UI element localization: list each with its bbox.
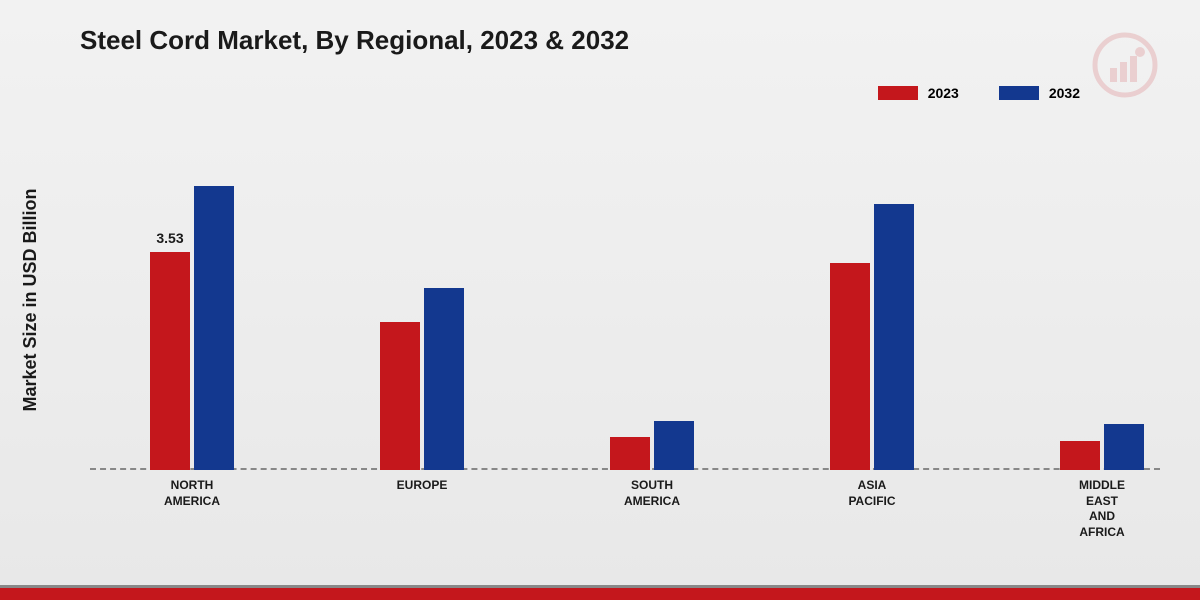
bar-2032: [654, 421, 694, 470]
bar-group: [610, 421, 694, 470]
legend-item-2032: 2032: [999, 85, 1080, 101]
bar-2032: [1104, 424, 1144, 470]
x-tick-label: EUROPE: [397, 478, 448, 494]
bar-2032: [194, 186, 234, 470]
plot-area: 3.53: [90, 130, 1160, 470]
legend-swatch-2032: [999, 86, 1039, 100]
x-tick-label: SOUTHAMERICA: [624, 478, 680, 509]
watermark-logo: [1090, 30, 1160, 100]
x-tick-label: ASIAPACIFIC: [848, 478, 895, 509]
bar-group: [1060, 424, 1144, 470]
bar-group: [380, 288, 464, 470]
bar-2032: [424, 288, 464, 470]
bar-2023: [610, 437, 650, 470]
footer-bar: [0, 588, 1200, 600]
bar-group: [830, 204, 914, 470]
bar-2023: 3.53: [150, 252, 190, 470]
x-tick-label: NORTHAMERICA: [164, 478, 220, 509]
legend-label-2023: 2023: [928, 85, 959, 101]
x-axis-labels: NORTHAMERICA EUROPE SOUTHAMERICA ASIAPACIFI…: [90, 478, 1160, 558]
legend-label-2032: 2032: [1049, 85, 1080, 101]
y-axis-label: Market Size in USD Billion: [20, 188, 41, 411]
bar-2032: [874, 204, 914, 470]
chart-title: Steel Cord Market, By Regional, 2023 & 2…: [80, 25, 629, 56]
bar-2023: [380, 322, 420, 470]
legend: 2023 2032: [878, 85, 1080, 101]
bar-value-label: 3.53: [156, 230, 183, 246]
legend-swatch-2023: [878, 86, 918, 100]
legend-item-2023: 2023: [878, 85, 959, 101]
bar-2023: [830, 263, 870, 470]
x-tick-label: MIDDLEEASTANDAFRICA: [1079, 478, 1125, 540]
bar-group: 3.53: [150, 186, 234, 470]
bar-2023: [1060, 441, 1100, 470]
